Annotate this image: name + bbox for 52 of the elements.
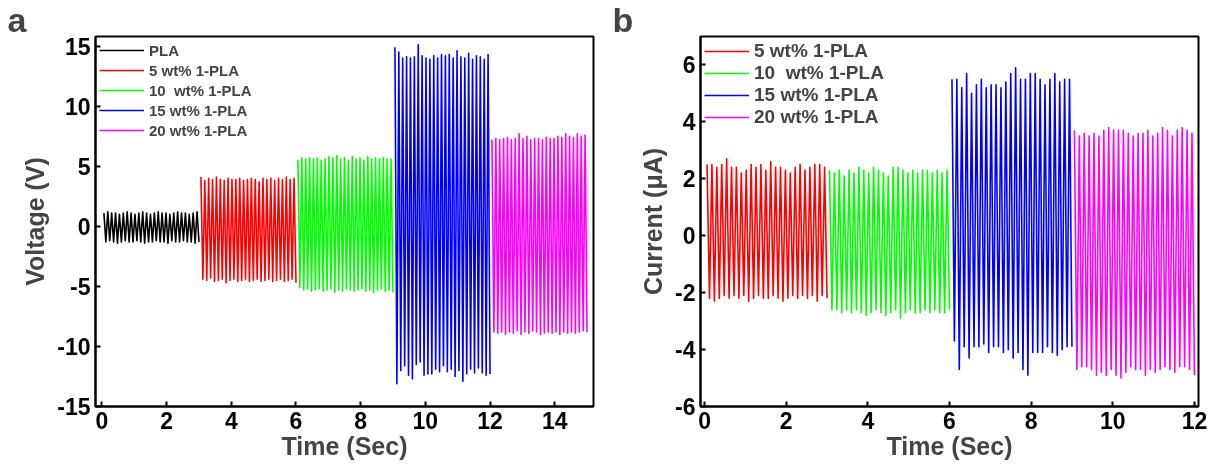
- x-tick-label: 0: [95, 407, 109, 434]
- legend-label: 15 wt% 1-PLA: [149, 101, 248, 119]
- x-tick-label: 8: [1024, 407, 1038, 434]
- x-axis-title: Time (Sec): [886, 431, 1013, 460]
- legend-label: 10 wt% 1-PLA: [754, 62, 884, 84]
- line-series: [491, 133, 588, 336]
- legend-label: 10 wt% 1-PLA: [149, 81, 252, 99]
- legend-label: 15 wt% 1-PLA: [754, 84, 879, 106]
- legend-label: PLA: [149, 41, 179, 59]
- line-series: [951, 67, 1073, 376]
- x-axis-title: Time (Sec): [281, 431, 408, 460]
- legend-label: 5 wt% 1-PLA: [754, 40, 869, 62]
- y-tick-label: -15: [57, 394, 91, 420]
- x-tick-label: 4: [861, 407, 875, 434]
- line-series: [200, 176, 297, 284]
- y-tick-label: 5: [77, 153, 91, 180]
- line-series: [394, 44, 491, 385]
- y-axis-title: Current (μA): [639, 147, 668, 296]
- x-tick-label: 4: [224, 407, 238, 434]
- x-tick-label: 6: [943, 407, 956, 434]
- x-tick-label: 2: [160, 407, 174, 434]
- y-axis-title: Voltage (V): [21, 157, 50, 286]
- text: b: [612, 0, 634, 39]
- line-series: [1073, 126, 1196, 379]
- y-tick-label: 0: [77, 213, 91, 240]
- x-tick-label: 10: [412, 407, 439, 434]
- y-tick-label: -5: [70, 273, 91, 300]
- y-tick-label: 6: [682, 52, 696, 79]
- x-tick-label: 8: [354, 407, 368, 434]
- legend-label: 20 wt% 1-PLA: [149, 121, 248, 139]
- y-tick-label: 15: [64, 33, 91, 60]
- line-series: [706, 158, 828, 302]
- y-tick-label: 10: [64, 93, 91, 120]
- x-tick-label: 14: [541, 407, 568, 434]
- x-tick-label: 6: [289, 407, 303, 434]
- line-series: [297, 154, 394, 294]
- y-tick-label: -10: [57, 333, 91, 360]
- y-tick-label: 0: [682, 223, 696, 250]
- x-tick-label: 10: [1099, 407, 1126, 434]
- text: a: [7, 0, 28, 39]
- x-tick-label: 12: [1181, 407, 1208, 434]
- y-tick-label: -2: [675, 280, 696, 307]
- y-tick-label: -6: [675, 394, 696, 420]
- x-tick-label: 2: [779, 407, 793, 434]
- legend-label: 5 wt% 1-PLA: [149, 61, 240, 79]
- legend-label: 20 wt% 1-PLA: [754, 106, 879, 128]
- x-tick-label: 12: [477, 407, 503, 434]
- line-series: [828, 166, 951, 320]
- y-tick-label: 2: [682, 166, 696, 193]
- y-tick-label: 4: [682, 109, 696, 136]
- line-series: [103, 211, 200, 244]
- y-tick-label: -4: [675, 337, 696, 364]
